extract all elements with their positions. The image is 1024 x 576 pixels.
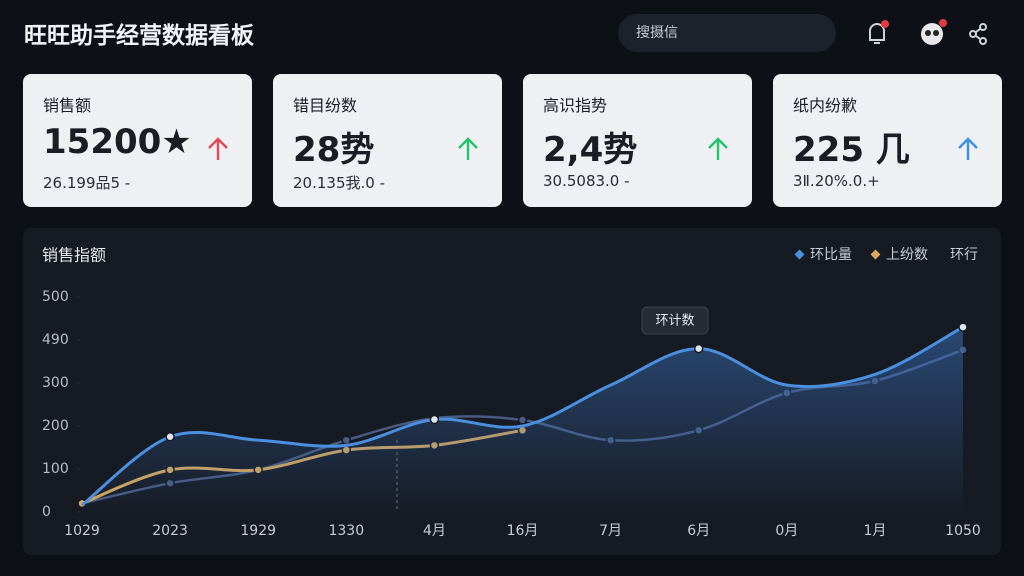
x-tick-label: 1050: [945, 523, 981, 539]
trend-arrow: [708, 137, 728, 160]
legend-label: 环行: [950, 247, 978, 263]
card-value: 225 几: [793, 130, 910, 170]
point: [429, 414, 440, 425]
card-label: 纸内纷歉: [793, 96, 858, 115]
y-tick-label: 500: [42, 289, 69, 305]
line: [81, 325, 964, 507]
y-tick-label: 100: [42, 461, 69, 477]
search-box[interactable]: 搜摄信: [618, 14, 836, 52]
card-value: 15200★: [43, 122, 192, 162]
trend-arrow: [458, 137, 478, 160]
x-tick-label: 1029: [64, 523, 100, 539]
y-tick-label: 0: [42, 504, 51, 520]
kpi-card[interactable]: 销售额 15200★ 26.199品5 -: [23, 74, 252, 207]
legend-marker: [794, 249, 805, 260]
x-tick-label: 1月: [863, 523, 886, 539]
card-value: 28势: [293, 130, 375, 170]
page-title: 旺旺助手经营数据看板: [24, 23, 254, 49]
card-sub: 26.199品5 -: [43, 174, 131, 192]
header-icons: [869, 19, 987, 45]
bell-icon[interactable]: [869, 23, 885, 44]
badge: [939, 19, 947, 27]
card-label: 销售额: [43, 96, 92, 115]
point: [165, 432, 175, 442]
y-tick-label: 490: [42, 332, 69, 348]
y-tick-label: 200: [42, 418, 69, 434]
legend-label: 环比量: [810, 247, 852, 263]
x-tick-label: 0月: [775, 523, 798, 539]
area: [82, 327, 963, 512]
x-tick-label: 4月: [423, 523, 446, 539]
tooltip-box: [641, 306, 709, 335]
legend-label: 上纷数: [886, 247, 928, 263]
share-icon[interactable]: [969, 23, 987, 45]
card-label: 高识指势: [543, 96, 608, 115]
card-value: 2,4势: [543, 130, 638, 170]
card-sub: 20.135我.0 -: [293, 174, 385, 192]
x-tick-label: 6月: [687, 523, 710, 539]
card-label: 错目纷数: [293, 96, 358, 115]
card-sub: 30.5083.0 -: [543, 172, 630, 190]
annotation: 环计数: [655, 314, 694, 329]
trend-arrow: [958, 137, 978, 160]
point: [693, 343, 704, 354]
x-tick-label: 1330: [328, 523, 364, 539]
trend-arrow: [208, 137, 228, 160]
x-tick-label: 7月: [599, 523, 622, 539]
kpi-card[interactable]: 高识指势 2,4势 30.5083.0 -: [523, 74, 752, 207]
x-tick-label: 1929: [240, 523, 276, 539]
card-sub: 3Ⅱ.20%.0.+: [793, 172, 880, 190]
point: [958, 322, 968, 332]
point: [517, 415, 528, 425]
chart-title: 销售指额: [42, 246, 106, 265]
badge: [881, 20, 889, 28]
x-tick-label: 16月: [507, 523, 539, 539]
avatar[interactable]: [921, 23, 943, 45]
kpi-card[interactable]: 错目纷数 28势 20.135我.0 -: [273, 74, 502, 207]
kpi-card[interactable]: 纸内纷歉 225 几 3Ⅱ.20%.0.+: [773, 74, 1002, 207]
x-tick-label: 2023: [152, 523, 188, 539]
y-tick-label: 300: [42, 375, 69, 391]
legend-marker: [870, 249, 881, 260]
